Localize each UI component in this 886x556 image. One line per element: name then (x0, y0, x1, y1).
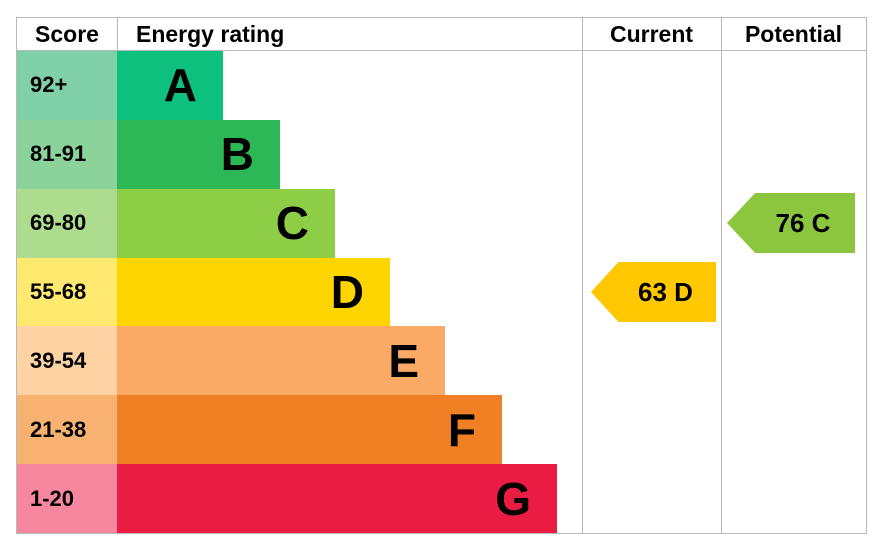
band-bar: D (117, 257, 390, 327)
band-score-range: 21-38 (17, 395, 117, 465)
band-score-range: 1-20 (17, 464, 117, 534)
chart-header-row: Score Energy rating Current Potential (17, 18, 866, 51)
header-energy-rating: Energy rating (136, 21, 285, 47)
band-row: 69-80 C (17, 188, 866, 258)
band-bar: C (117, 188, 335, 258)
band-score-range: 92+ (17, 51, 117, 120)
band-row: 55-68 D (17, 257, 866, 327)
band-row: 92+ A (17, 51, 866, 120)
potential-rating-arrow: 76 C (727, 193, 855, 253)
band-score-range: 81-91 (17, 119, 117, 189)
potential-rating-label: 76 C (775, 207, 831, 238)
band-score-range: 55-68 (17, 257, 117, 327)
current-column-divider (582, 18, 583, 533)
header-current: Current (609, 21, 694, 47)
band-score-range: 69-80 (17, 188, 117, 258)
band-score-range: 39-54 (17, 326, 117, 396)
header-potential: Potential (744, 21, 843, 47)
potential-column-divider (721, 18, 722, 533)
band-row: 81-91 B (17, 119, 866, 189)
band-row: 39-54 E (17, 326, 866, 396)
band-bar: B (117, 119, 280, 189)
header-score: Score (35, 21, 99, 47)
epc-rating-chart: Score Energy rating Current Potential 92… (16, 17, 867, 534)
band-bar: E (117, 326, 445, 396)
band-bar: G (117, 464, 557, 534)
current-rating-label: 63 D (638, 276, 693, 307)
current-rating-arrow: 63 D (591, 262, 716, 322)
band-row: 1-20 G (17, 464, 866, 534)
band-bar: F (117, 395, 502, 465)
band-bar: A (117, 51, 223, 120)
score-column-divider (117, 18, 118, 51)
band-row: 21-38 F (17, 395, 866, 465)
bands-rows: 92+ A 81-91 B 69-80 C 55-68 D 39-54 E 21… (17, 51, 866, 534)
